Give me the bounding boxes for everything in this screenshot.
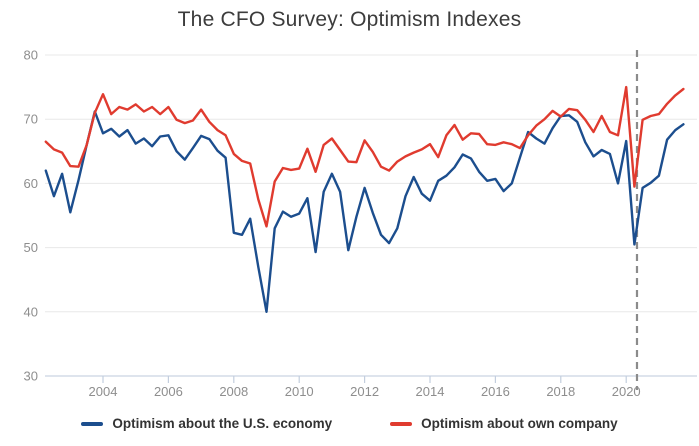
y-axis-label: 60 (24, 176, 38, 191)
legend-label-economy: Optimism about the U.S. economy (112, 416, 333, 431)
x-axis-label: 2020 (612, 384, 641, 399)
x-axis-label: 2018 (546, 384, 575, 399)
x-axis-label: 2014 (416, 384, 445, 399)
legend-item-company: Optimism about own company (390, 416, 618, 431)
chart-title: The CFO Survey: Optimism Indexes (177, 8, 522, 31)
x-axis-label: 2016 (481, 384, 510, 399)
company-line (44, 85, 685, 228)
economy-line (44, 110, 685, 313)
y-axis-label: 80 (24, 48, 38, 63)
x-axis-label: 2004 (89, 384, 118, 399)
legend-item-economy: Optimism about the U.S. economy (81, 416, 332, 431)
y-axis-label: 30 (24, 369, 38, 384)
chart-legend: Optimism about the U.S. economy Optimism… (0, 416, 699, 431)
x-axis-label: 2008 (219, 384, 248, 399)
y-axis-label: 50 (24, 240, 38, 255)
x-axis-label: 2012 (350, 384, 379, 399)
x-axis-label: 2006 (154, 384, 183, 399)
y-axis-label: 70 (24, 112, 38, 127)
company-line-swatch (390, 421, 413, 426)
x-axis-label: 2010 (285, 384, 314, 399)
economy-line-swatch (81, 421, 104, 426)
legend-label-company: Optimism about own company (421, 416, 618, 431)
y-axis-label: 40 (24, 304, 38, 319)
